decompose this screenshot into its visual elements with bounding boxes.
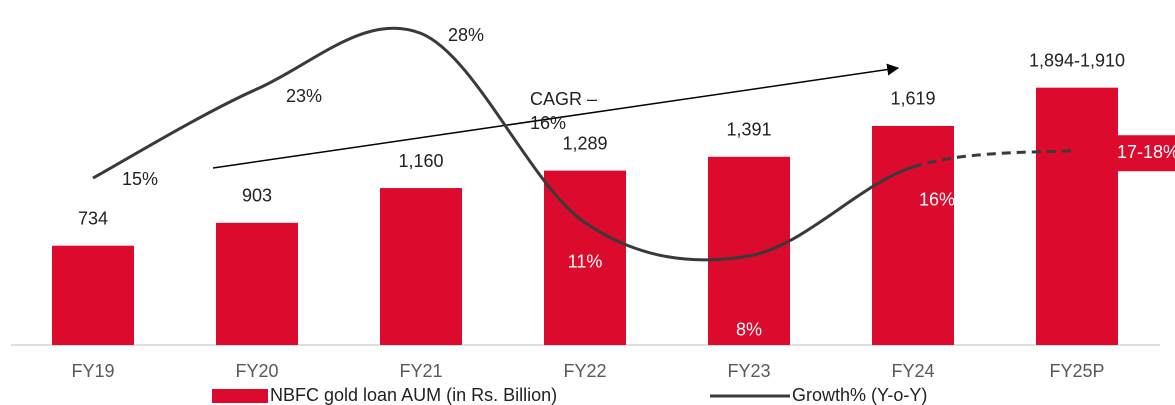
x-tick-label: FY19 bbox=[71, 361, 114, 381]
line-value-label: 17-18% bbox=[1117, 142, 1175, 162]
x-tick-label: FY23 bbox=[727, 361, 770, 381]
x-tick-label: FY20 bbox=[235, 361, 278, 381]
legend-swatch bbox=[212, 389, 268, 403]
bar-value-label: 1,391 bbox=[726, 120, 771, 140]
annotation: 16% bbox=[530, 113, 566, 133]
bar bbox=[380, 188, 462, 345]
line-value-label: 15% bbox=[122, 169, 158, 189]
bar bbox=[544, 170, 626, 345]
bar-value-label: 734 bbox=[78, 208, 108, 228]
line-value-label: 28% bbox=[448, 25, 484, 45]
bar-value-label: 1,289 bbox=[562, 133, 607, 153]
line-value-label: 11% bbox=[568, 251, 603, 271]
bar bbox=[1036, 87, 1118, 345]
line-value-label: 16% bbox=[919, 190, 955, 210]
label-box bbox=[1115, 135, 1175, 172]
legend-label: NBFC gold loan AUM (in Rs. Billion) bbox=[270, 385, 557, 405]
x-tick-label: FY24 bbox=[891, 361, 934, 381]
bar bbox=[52, 245, 134, 345]
bar-value-label: 1,619 bbox=[890, 89, 935, 109]
legend-label: Growth% (Y-o-Y) bbox=[792, 385, 927, 405]
bar bbox=[216, 222, 298, 345]
bar-value-label: 1,160 bbox=[398, 151, 443, 171]
growth-line-projected bbox=[912, 148, 1078, 169]
annotation: CAGR – bbox=[530, 89, 597, 109]
line-value-label: 8% bbox=[736, 320, 762, 340]
x-tick-label: FY22 bbox=[563, 361, 606, 381]
growth-line bbox=[92, 26, 914, 262]
x-tick-label: FY25P bbox=[1049, 361, 1104, 381]
cagr-arrow bbox=[212, 63, 900, 169]
line-value-label: 23% bbox=[286, 86, 322, 106]
bar-value-label: 1,894-1,910 bbox=[1029, 50, 1125, 70]
bar bbox=[708, 156, 790, 345]
bar-value-label: 903 bbox=[242, 186, 272, 206]
x-tick-label: FY21 bbox=[399, 361, 442, 381]
bar bbox=[872, 125, 954, 345]
